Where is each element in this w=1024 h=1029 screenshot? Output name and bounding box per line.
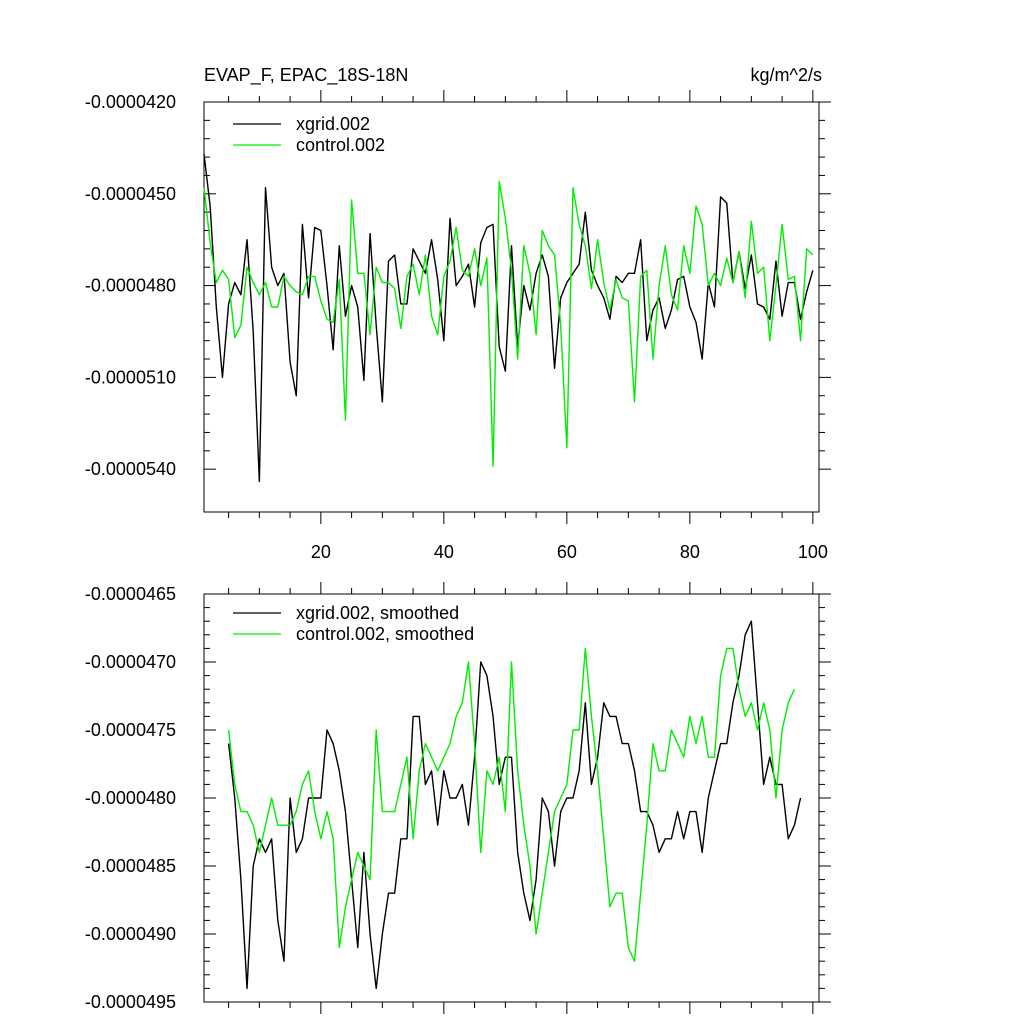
top-series-line-control [203,180,814,467]
top-x-tick-labels: 20 40 60 80 100 [311,542,828,562]
top-x-tick-label: 20 [311,542,331,562]
top-y-tick-label: -0.0000480 [85,276,176,296]
top-legend-label-xgrid: xgrid.002 [296,114,370,134]
top-y-tick-label: -0.0000420 [85,92,176,112]
bottom-axis-ticks [204,582,831,1014]
top-series-line-xgrid [203,153,814,483]
bottom-series-line-control [227,647,796,962]
bottom-legend-label-xgrid: xgrid.002, smoothed [296,603,459,623]
top-chart-units: kg/m^2/s [751,65,822,85]
bottom-y-tick-label: -0.0000465 [85,584,176,604]
bottom-legend-label-control: control.002, smoothed [296,624,474,644]
bottom-y-tick-label: -0.0000485 [85,856,176,876]
top-y-tick-labels: -0.0000420 -0.0000450 -0.0000480 -0.0000510… [85,92,176,479]
bottom-y-tick-label: -0.0000470 [85,652,176,672]
top-legend-label-control: control.002 [296,135,385,155]
top-x-tick-label: 60 [557,542,577,562]
bottom-y-tick-label: -0.0000475 [85,720,176,740]
top-series-lines [203,153,814,483]
bottom-legend: xgrid.002, smoothed control.002, smoothe… [233,603,474,644]
bottom-y-tick-label: -0.0000480 [85,788,176,808]
top-y-tick-label: -0.0000510 [85,367,176,387]
top-x-tick-label: 80 [680,542,700,562]
bottom-y-tick-labels: -0.0000465 -0.0000470 -0.0000475 -0.0000480… [85,584,176,1012]
top-chart-title: EVAP_F, EPAC_18S-18N [204,65,408,86]
top-x-tick-label: 100 [798,542,828,562]
bottom-y-tick-label: -0.0000490 [85,924,176,944]
top-y-tick-label: -0.0000450 [85,184,176,204]
top-plot-frame [203,101,820,513]
bottom-panel: -0.0000465 -0.0000470 -0.0000475 -0.0000480… [85,582,831,1014]
top-panel: EVAP_F, EPAC_18S-18N kg/m^2/s -0.0000420… [85,65,831,562]
top-legend: xgrid.002 control.002 [233,114,385,155]
bottom-series-lines [227,620,802,990]
bottom-y-tick-label: -0.0000495 [85,992,176,1012]
bottom-plot-frame [203,593,820,1003]
top-y-tick-label: -0.0000540 [85,459,176,479]
bottom-series-line-xgrid [227,620,802,990]
top-axis-ticks [204,90,831,524]
top-x-tick-label: 40 [434,542,454,562]
